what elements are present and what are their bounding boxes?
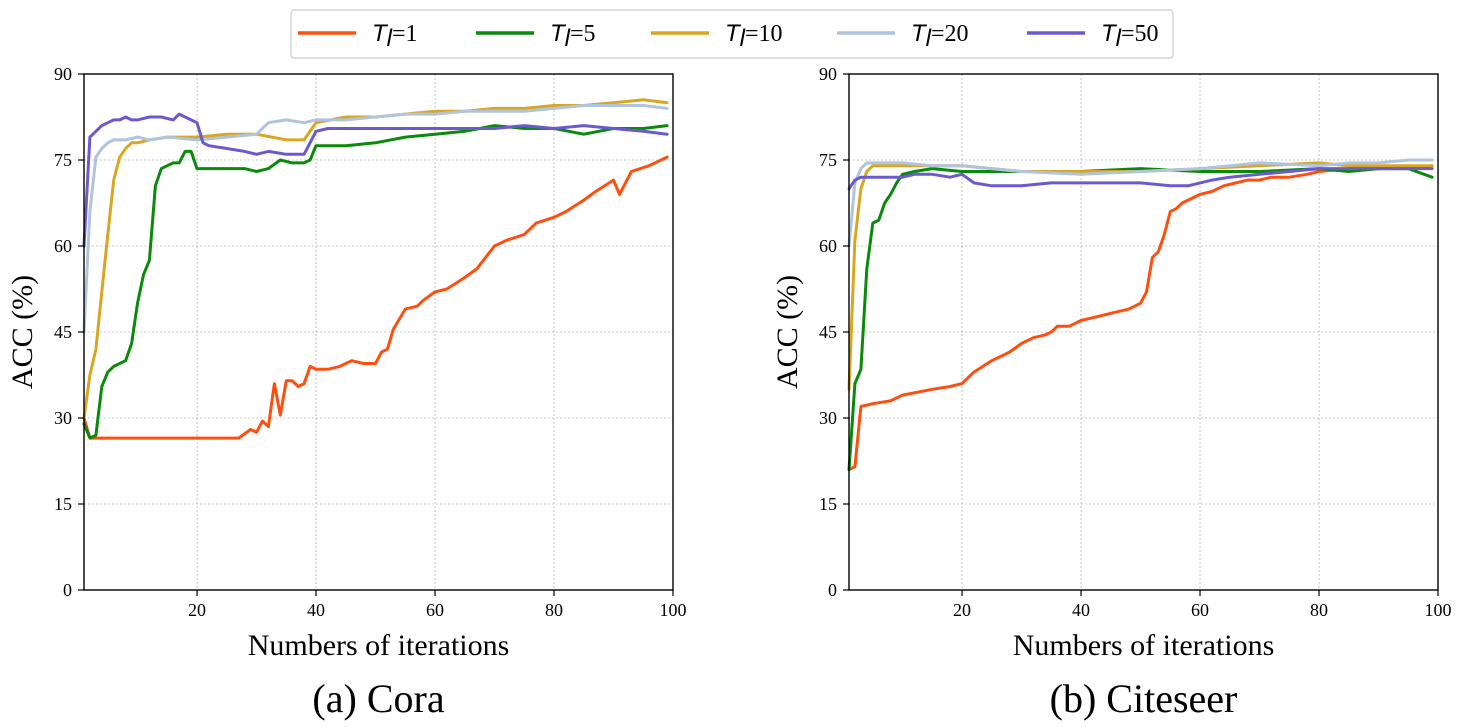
y-axis-label: ACC (%)	[771, 275, 804, 389]
y-tick-label: 75	[54, 150, 72, 170]
x-tick-label: 60	[1191, 600, 1209, 620]
x-tick-label: 40	[307, 600, 325, 620]
y-tick-label: 0	[828, 580, 837, 600]
subfigure-caption: (a) Cora	[312, 676, 444, 721]
legend-label: Tl=10	[725, 20, 783, 52]
legend-sub: l	[565, 25, 571, 52]
legend-label: Tl=20	[911, 20, 969, 52]
y-tick-label: 90	[819, 64, 837, 84]
series-line-T20	[82, 104, 669, 334]
y-tick-label: 30	[54, 408, 72, 428]
legend-entry-T10: Tl=10	[651, 20, 783, 52]
legend-entry-T50: Tl=50	[1027, 20, 1159, 52]
legend-sub: l	[1116, 25, 1122, 52]
series-line-T1	[82, 155, 669, 440]
legend-eq: =50	[1121, 21, 1159, 47]
x-tick-label: 80	[1310, 600, 1328, 620]
legend-frame	[290, 9, 1174, 59]
series-line-T1	[847, 164, 1434, 472]
y-tick-label: 60	[54, 236, 72, 256]
legend-label: Tl=1	[372, 20, 418, 52]
legend-eq: =1	[392, 21, 418, 47]
series-line-T10	[82, 98, 669, 420]
legend-sub: l	[387, 25, 393, 52]
series-line-T50	[82, 112, 669, 248]
legend-sub: l	[926, 25, 932, 52]
legend-var: T	[550, 20, 567, 47]
grid	[849, 73, 1439, 591]
series-line-T20	[847, 158, 1434, 248]
series-group	[847, 158, 1434, 472]
legend: Tl=1 Tl=5 Tl=10 Tl=20 Tl=50	[290, 9, 1174, 59]
legend-var: T	[911, 20, 928, 47]
y-tick-label: 60	[819, 236, 837, 256]
legend-eq: =10	[745, 21, 783, 47]
x-tick-label: 40	[1072, 600, 1090, 620]
series-group	[82, 98, 669, 440]
legend-var: T	[372, 20, 389, 47]
chart-panel-citeseer: 20 40 60 80 100 0 15 30 45 60 75 90 Numbers of itera…	[771, 64, 1452, 721]
legend-entry-T20: Tl=20	[837, 20, 969, 52]
y-tick-label: 15	[54, 494, 72, 514]
y-tick-label: 15	[819, 494, 837, 514]
grid	[84, 73, 674, 591]
legend-var: T	[725, 20, 742, 47]
x-tick-label: 60	[426, 600, 444, 620]
series-line-T50	[847, 167, 1434, 191]
legend-entry-T5: Tl=5	[476, 20, 596, 52]
series-line-T5	[847, 167, 1434, 472]
y-tick-label: 90	[54, 64, 72, 84]
y-tick-label: 45	[54, 322, 72, 342]
legend-entry-T1: Tl=1	[298, 20, 418, 52]
x-tick-label: 20	[188, 600, 206, 620]
x-tick-label: 100	[660, 600, 687, 620]
y-tick-label: 0	[63, 580, 72, 600]
chart-panel-cora: 20 40 60 80 100 0 15 30 45 60 75 90 Numbers of itera…	[6, 64, 687, 721]
subfigure-caption: (b) Citeseer	[1050, 676, 1238, 721]
y-tick-label: 75	[819, 150, 837, 170]
legend-label: Tl=50	[1101, 20, 1159, 52]
series-line-T5	[82, 124, 669, 440]
legend-eq: =20	[931, 21, 969, 47]
legend-sub: l	[740, 25, 746, 52]
x-axis-label: Numbers of iterations	[248, 629, 510, 662]
x-axis-label: Numbers of iterations	[1013, 629, 1275, 662]
legend-var: T	[1101, 20, 1118, 47]
legend-label: Tl=5	[550, 20, 596, 52]
y-tick-label: 45	[819, 322, 837, 342]
x-tick-label: 100	[1425, 600, 1452, 620]
y-axis-label: ACC (%)	[6, 275, 39, 389]
x-tick-label: 20	[953, 600, 971, 620]
x-tick-label: 80	[545, 600, 563, 620]
series-line-T10	[847, 161, 1434, 391]
y-tick-label: 30	[819, 408, 837, 428]
legend-eq: =5	[570, 21, 596, 47]
